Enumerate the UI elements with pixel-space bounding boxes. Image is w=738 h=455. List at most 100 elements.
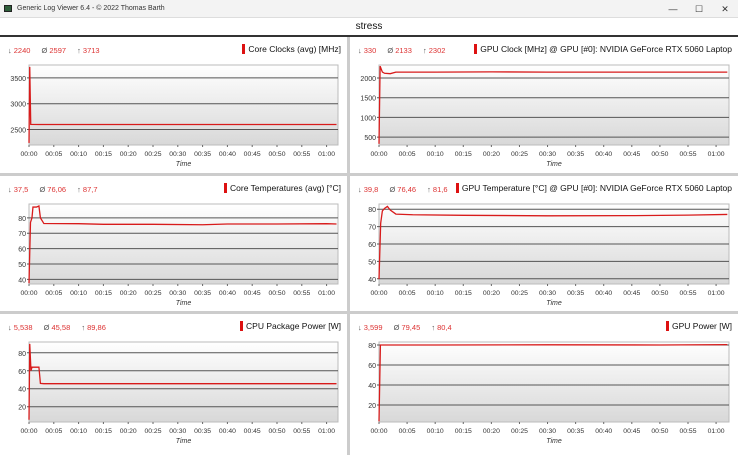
y-tick-label: 40 [18, 277, 26, 284]
x-tick-label: 00:00 [370, 151, 387, 158]
avg-icon: Ø [39, 185, 46, 194]
chart-panel: ↓ 37,5 Ø 76,06 ↑ 87,7 Core Temperatures (av… [0, 176, 347, 312]
max-icon: ↑ [422, 46, 427, 55]
x-tick-label: 00:45 [244, 290, 261, 297]
y-tick-label: 2500 [10, 128, 26, 135]
stats: ↓ 5,538 Ø 45,58 ↑ 89,86 [8, 323, 115, 332]
divider [0, 173, 738, 176]
x-tick-label: 00:35 [567, 428, 584, 435]
x-tick-label: 00:00 [370, 428, 387, 435]
legend[interactable]: Core Clocks (avg) [MHz] [242, 44, 341, 54]
chart-panel: ↓ 2240 Ø 2597 ↑ 3713 Core Clocks (avg) [MHz… [0, 37, 347, 173]
legend[interactable]: CPU Package Power [W] [240, 321, 341, 331]
x-tick-label: 00:35 [194, 290, 211, 297]
x-tick-label: 00:20 [120, 290, 137, 297]
x-tick-label: 00:25 [144, 151, 161, 158]
min-icon: ↓ [8, 46, 12, 55]
chart: 2500 3000 3500 00:00 00:05 00:10 00:15 00:20 00:… [10, 64, 339, 168]
y-tick-label: 70 [18, 231, 26, 238]
avg-icon: Ø [387, 46, 394, 55]
window-titlebar: Generic Log Viewer 6.4 - © 2022 Thomas B… [0, 0, 738, 18]
y-tick-label: 40 [18, 387, 26, 394]
y-tick-label: 1000 [360, 115, 376, 122]
plot-area [378, 64, 730, 146]
close-button[interactable]: ✕ [721, 4, 729, 14]
legend[interactable]: GPU Temperature [°C] @ GPU [#0]: NVIDIA … [455, 183, 732, 193]
x-tick-label: 00:05 [45, 428, 62, 435]
x-axis-label: Time [546, 300, 562, 307]
x-tick-label: 00:40 [219, 428, 236, 435]
chart: 40 50 60 70 80 00:00 00:05 00:10 00:15 00:20 00:25… [18, 203, 339, 307]
x-tick-label: 00:25 [144, 290, 161, 297]
x-tick-label: 00:35 [567, 290, 584, 297]
x-tick-label: 00:50 [268, 428, 285, 435]
y-tick-label: 80 [18, 216, 26, 223]
chart-title: CPU Package Power [W] [246, 321, 341, 331]
x-tick-label: 00:55 [679, 290, 696, 297]
avg-icon: Ø [43, 323, 50, 332]
x-tick-label: 00:15 [455, 428, 472, 435]
x-axis-label: Time [176, 300, 192, 307]
maximize-button[interactable]: ☐ [694, 4, 704, 14]
min-value: 39,8 [363, 185, 379, 194]
x-tick-label: 00:05 [399, 290, 416, 297]
x-axis-label: Time [176, 161, 192, 168]
min-value: 330 [363, 46, 377, 55]
x-axis-label: Time [546, 161, 562, 168]
x-tick-label: 00:15 [95, 290, 112, 297]
max-value: 80,4 [437, 323, 452, 332]
x-tick-label: 00:40 [595, 151, 612, 158]
min-value: 5,538 [13, 323, 33, 332]
avg-value: 2133 [395, 46, 412, 55]
x-tick-label: 00:40 [219, 151, 236, 158]
y-tick-label: 3000 [10, 102, 26, 109]
divider [347, 37, 350, 455]
x-tick-label: 00:20 [483, 151, 500, 158]
chart-panel: ↓ 5,538 Ø 45,58 ↑ 89,86 CPU Package Power [… [0, 314, 347, 450]
avg-value: 79,45 [401, 323, 421, 332]
x-tick-label: 00:35 [567, 151, 584, 158]
x-tick-label: 00:35 [194, 151, 211, 158]
x-tick-label: 00:25 [511, 151, 528, 158]
min-icon: ↓ [8, 323, 12, 332]
legend[interactable]: Core Temperatures (avg) [°C] [224, 183, 341, 193]
max-icon: ↑ [427, 185, 431, 194]
x-tick-label: 00:10 [70, 428, 87, 435]
x-tick-label: 00:15 [455, 290, 472, 297]
x-tick-label: 00:45 [244, 151, 261, 158]
y-tick-label: 50 [18, 262, 26, 269]
x-tick-label: 00:10 [427, 428, 444, 435]
avg-value: 76,46 [397, 185, 417, 194]
max-icon: ↑ [77, 185, 81, 194]
x-tick-label: 00:15 [95, 151, 112, 158]
x-tick-label: 00:20 [483, 290, 500, 297]
y-tick-label: 50 [368, 259, 376, 266]
chart-title: Core Clocks (avg) [MHz] [248, 44, 341, 54]
chart-panel: ↓ 39,8 Ø 76,46 ↑ 81,6 GPU Temperature [°C] … [350, 176, 738, 312]
legend-swatch [224, 183, 228, 193]
y-tick-label: 40 [368, 277, 376, 284]
x-tick-label: 00:20 [483, 428, 500, 435]
y-tick-label: 1500 [360, 96, 376, 103]
x-tick-label: 01:00 [318, 290, 335, 297]
x-tick-label: 00:55 [293, 290, 310, 297]
series-line [28, 66, 337, 143]
x-tick-label: 00:55 [679, 428, 696, 435]
x-tick-label: 00:25 [144, 428, 161, 435]
x-tick-label: 00:30 [169, 151, 186, 158]
x-tick-label: 00:55 [293, 428, 310, 435]
x-tick-label: 00:55 [293, 151, 310, 158]
legend[interactable]: GPU Power [W] [666, 321, 732, 331]
x-tick-label: 00:45 [623, 428, 640, 435]
x-tick-label: 00:00 [20, 151, 37, 158]
max-value: 3713 [82, 46, 100, 55]
stats: ↓ 3,599 Ø 79,45 ↑ 80,4 [358, 323, 461, 332]
x-tick-label: 00:40 [595, 290, 612, 297]
legend-swatch [455, 183, 459, 193]
minimize-button[interactable]: — [668, 4, 678, 14]
legend[interactable]: GPU Clock [MHz] @ GPU [#0]: NVIDIA GeFor… [474, 44, 732, 54]
avg-value: 2597 [49, 46, 67, 55]
legend-swatch [242, 44, 246, 54]
divider [0, 311, 738, 314]
y-tick-label: 80 [18, 351, 26, 358]
